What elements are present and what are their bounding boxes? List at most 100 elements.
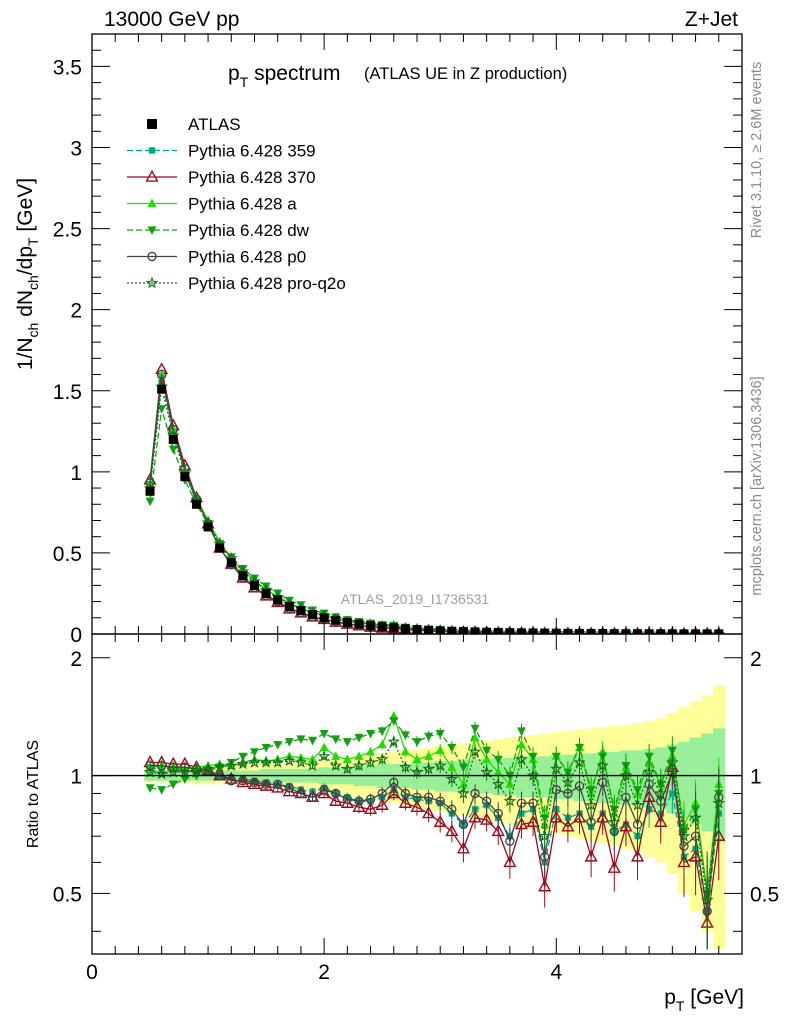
data-point	[633, 629, 643, 634]
ratio-point	[493, 755, 503, 765]
axis-ticks: 0 2 400.511.522.533.50.5 0.51 12 2	[53, 33, 779, 984]
ratio-point	[423, 792, 434, 802]
ratio-point	[445, 772, 459, 785]
y-tick-label-main: 0.5	[53, 543, 82, 566]
y-axis-label-ratio: Ratio to ATLAS	[25, 740, 42, 848]
ratio-point	[271, 755, 284, 768]
ratio-point	[145, 784, 155, 793]
band-inner	[469, 759, 482, 794]
ratio-point	[433, 759, 447, 772]
ratio-point	[342, 754, 352, 763]
data-point	[470, 627, 480, 634]
y-tick-label-main: 0	[70, 624, 82, 647]
ratio-point	[596, 759, 609, 772]
main-point	[145, 497, 155, 507]
y-tick-label-main: 3	[70, 138, 82, 161]
y-tick-label-main: 2.5	[53, 219, 82, 242]
ratio-point	[433, 814, 447, 827]
ratio-point	[481, 796, 492, 806]
ratio-point	[561, 819, 575, 832]
data-point	[586, 628, 596, 634]
ratio-point	[400, 731, 410, 740]
ratio-point	[677, 829, 691, 842]
data-point	[203, 522, 213, 532]
legend-entry: Pythia 6.428 p0	[127, 248, 306, 267]
legend-entry: ATLAS	[147, 115, 241, 134]
ratio-point	[538, 879, 552, 892]
ratio-point	[526, 768, 540, 781]
data-point	[250, 580, 259, 590]
ratio-point	[259, 778, 273, 791]
data-point	[377, 622, 387, 632]
ratio-point	[296, 788, 306, 799]
ratio-point	[294, 755, 308, 768]
ratio-point	[447, 804, 457, 814]
data-point	[424, 625, 434, 634]
ratio-point	[470, 732, 480, 742]
ratio-point	[540, 814, 550, 823]
ratio-point	[180, 775, 190, 784]
ratio-point	[389, 777, 399, 788]
ratio-point	[505, 771, 515, 781]
ratio-point	[549, 810, 563, 823]
ratio-point	[366, 730, 376, 739]
data-point	[157, 384, 167, 394]
data-point	[656, 629, 666, 634]
ratio-point	[365, 794, 376, 804]
ratio-point	[168, 780, 178, 790]
ratio-point	[236, 757, 250, 770]
ratio-point	[644, 752, 654, 762]
ratio-point	[389, 717, 399, 726]
ratio-point	[573, 755, 586, 768]
ratio-point	[584, 849, 598, 862]
ratio-point	[398, 795, 412, 808]
x-axis-label: pT [GeV]	[664, 986, 744, 1014]
y-axis-label-main: 1/Nch dNch/dpT [GeV]	[14, 178, 41, 370]
ratio-point	[377, 788, 387, 799]
ratio-point	[375, 797, 389, 810]
legend-label: Pythia 6.428 370	[188, 168, 316, 187]
ratio-point	[503, 794, 517, 807]
legend-entry: Pythia 6.428 a	[127, 195, 297, 214]
ratio-point	[619, 819, 633, 832]
data-point	[284, 601, 294, 611]
ratio-point	[503, 855, 517, 868]
data-point	[226, 558, 236, 568]
ratio-point	[329, 759, 343, 772]
ratio-point	[319, 730, 329, 739]
data-point	[319, 613, 329, 623]
y-tick-label-main: 1.5	[53, 381, 82, 404]
ratio-point	[308, 736, 318, 746]
ratio-point	[528, 752, 538, 762]
ratio-point	[666, 755, 679, 768]
ratio-point	[354, 796, 364, 806]
ratio-line-5	[149, 740, 720, 901]
ratio-point	[261, 743, 271, 753]
ratio-point	[319, 785, 329, 795]
ratio-point	[412, 792, 422, 802]
y-tick-label-main: 1	[70, 462, 82, 485]
ratio-point	[424, 732, 434, 742]
ratio-point	[457, 786, 470, 799]
ratio-point	[399, 760, 412, 773]
ratio-point	[468, 745, 482, 758]
ratio-point	[377, 739, 387, 749]
ratio-point	[630, 849, 645, 862]
plot-title: pT spectrum	[228, 62, 340, 90]
data-point	[238, 571, 248, 581]
ratio-point	[712, 828, 726, 841]
legend-label: Pythia 6.428 dw	[188, 221, 310, 240]
ratio-point	[226, 758, 236, 768]
ratio-point	[447, 743, 457, 753]
ratio-point	[689, 811, 702, 824]
y-tick-label-main: 3.5	[53, 56, 82, 79]
legend-marker	[148, 147, 156, 154]
ratio-point	[608, 815, 621, 828]
legend-marker	[147, 119, 157, 129]
ratio-point	[550, 762, 563, 775]
ratio-point	[341, 762, 354, 775]
data-point	[215, 543, 225, 553]
main-point	[284, 596, 294, 606]
legend-marker	[147, 198, 157, 208]
main-point	[157, 369, 167, 379]
